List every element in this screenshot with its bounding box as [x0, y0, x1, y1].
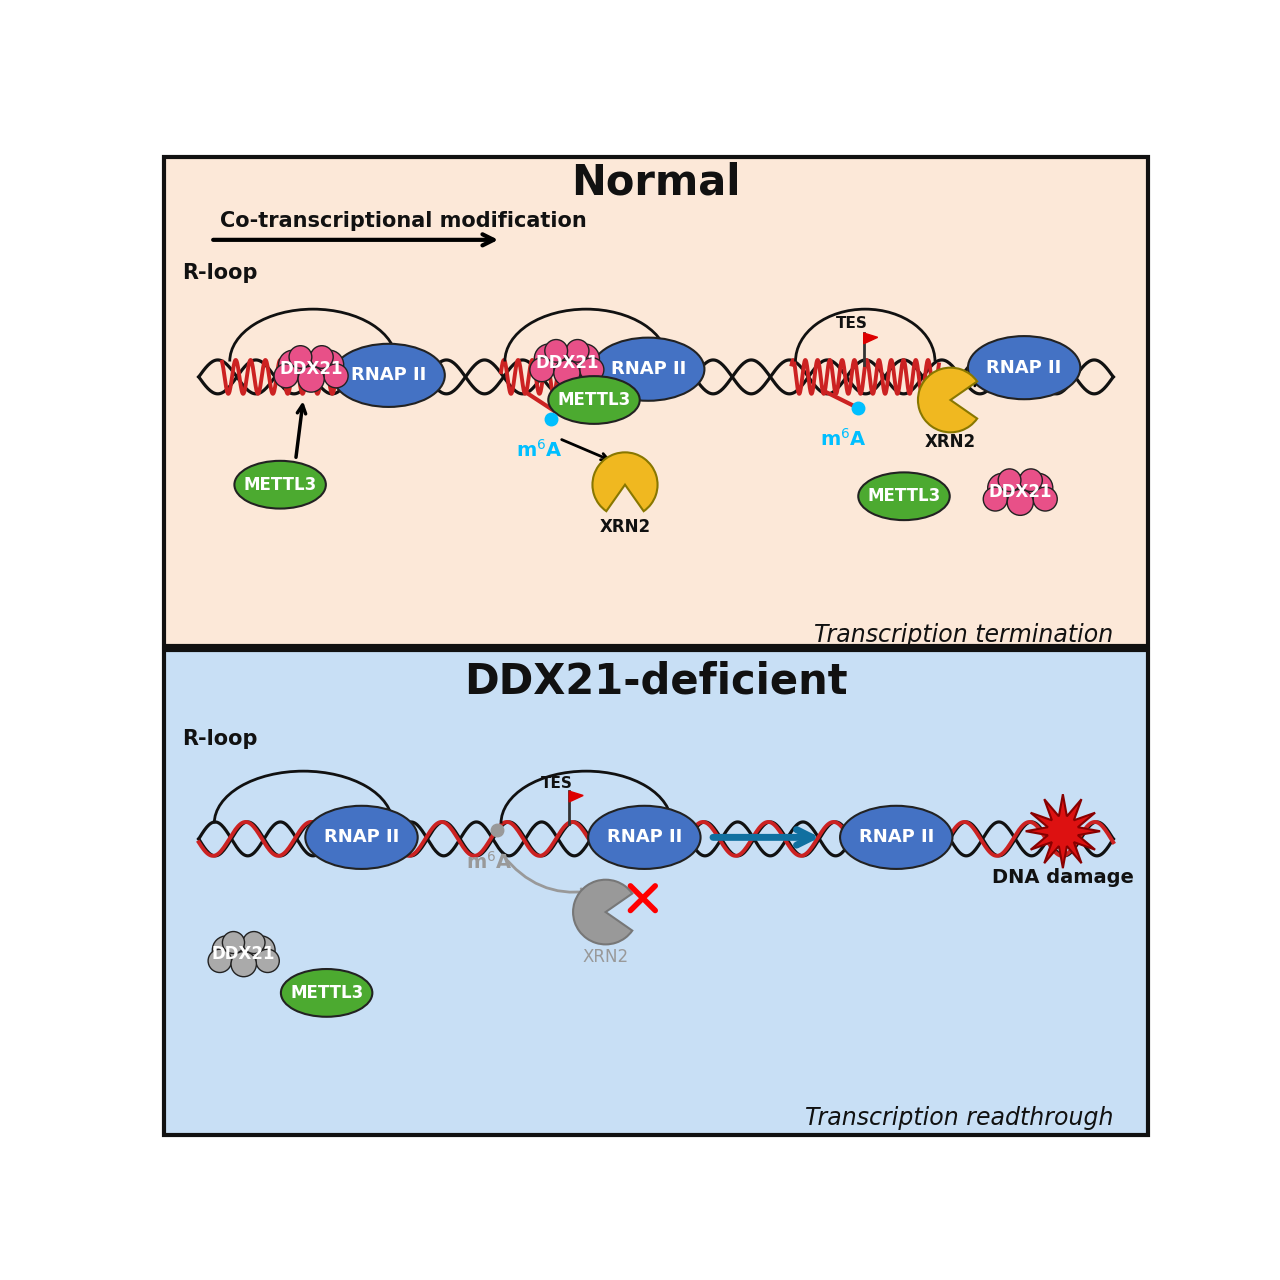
- Circle shape: [311, 346, 333, 369]
- Text: Normal: Normal: [571, 161, 741, 204]
- Text: RNAP II: RNAP II: [987, 358, 1061, 376]
- Circle shape: [530, 357, 554, 381]
- Wedge shape: [593, 452, 658, 511]
- Circle shape: [324, 364, 348, 388]
- Circle shape: [230, 951, 256, 977]
- Circle shape: [289, 346, 312, 369]
- Text: RNAP II: RNAP II: [607, 828, 682, 846]
- Circle shape: [545, 339, 567, 362]
- Text: Co-transcriptional modification: Co-transcriptional modification: [220, 211, 588, 232]
- Circle shape: [1020, 468, 1042, 492]
- Text: Transcription termination: Transcription termination: [814, 623, 1114, 646]
- Circle shape: [566, 339, 589, 362]
- Text: TES: TES: [541, 776, 572, 791]
- Circle shape: [227, 937, 261, 972]
- Ellipse shape: [234, 461, 326, 508]
- Circle shape: [1033, 488, 1057, 511]
- Text: RNAP II: RNAP II: [859, 828, 934, 846]
- Text: m$^6$A: m$^6$A: [516, 439, 563, 461]
- Circle shape: [1023, 474, 1053, 503]
- Circle shape: [314, 351, 344, 379]
- Ellipse shape: [593, 338, 704, 401]
- Text: TES: TES: [836, 315, 868, 330]
- Text: METTL3: METTL3: [557, 390, 631, 410]
- Ellipse shape: [306, 806, 417, 869]
- Text: DDX21: DDX21: [212, 946, 275, 964]
- Ellipse shape: [280, 969, 372, 1016]
- Ellipse shape: [840, 806, 952, 869]
- Text: DNA damage: DNA damage: [992, 868, 1134, 887]
- Circle shape: [570, 344, 599, 374]
- FancyBboxPatch shape: [164, 650, 1148, 1135]
- Polygon shape: [1025, 794, 1100, 868]
- Circle shape: [223, 932, 244, 954]
- Circle shape: [256, 950, 279, 973]
- Ellipse shape: [548, 376, 640, 424]
- Text: XRN2: XRN2: [925, 434, 977, 452]
- Text: R-loop: R-loop: [182, 262, 257, 283]
- Circle shape: [247, 936, 275, 964]
- Text: m$^6$A: m$^6$A: [820, 428, 867, 449]
- Circle shape: [274, 364, 298, 388]
- Circle shape: [298, 366, 324, 392]
- Polygon shape: [570, 791, 584, 803]
- Circle shape: [988, 474, 1018, 503]
- Polygon shape: [864, 333, 878, 344]
- Ellipse shape: [333, 344, 445, 407]
- Circle shape: [998, 468, 1021, 492]
- Text: RNAP II: RNAP II: [351, 366, 426, 384]
- Circle shape: [1002, 475, 1038, 509]
- Text: R-loop: R-loop: [182, 728, 257, 749]
- Wedge shape: [918, 367, 977, 433]
- Circle shape: [983, 488, 1007, 511]
- Text: RNAP II: RNAP II: [324, 828, 399, 846]
- Circle shape: [580, 357, 604, 381]
- Text: DDX21-deficient: DDX21-deficient: [465, 660, 847, 701]
- Text: DDX21: DDX21: [535, 355, 599, 372]
- Circle shape: [1007, 489, 1033, 516]
- Ellipse shape: [589, 806, 700, 869]
- Ellipse shape: [859, 472, 950, 520]
- Text: DDX21: DDX21: [988, 484, 1052, 502]
- Text: Transcription readthrough: Transcription readthrough: [805, 1106, 1114, 1130]
- Text: METTL3: METTL3: [291, 984, 364, 1002]
- Wedge shape: [573, 879, 632, 945]
- Circle shape: [534, 344, 563, 374]
- Text: XRN2: XRN2: [582, 947, 628, 965]
- Text: RNAP II: RNAP II: [611, 360, 686, 378]
- Circle shape: [209, 950, 232, 973]
- Ellipse shape: [968, 337, 1080, 399]
- Circle shape: [293, 352, 329, 387]
- Circle shape: [554, 360, 580, 387]
- Text: XRN2: XRN2: [599, 518, 650, 536]
- Circle shape: [549, 346, 585, 380]
- FancyBboxPatch shape: [164, 157, 1148, 646]
- Circle shape: [279, 351, 308, 379]
- Text: METTL3: METTL3: [868, 488, 941, 506]
- Circle shape: [243, 932, 265, 954]
- Text: DDX21: DDX21: [279, 360, 343, 378]
- Text: m$^6$A: m$^6$A: [466, 851, 513, 873]
- Circle shape: [212, 936, 241, 964]
- Text: METTL3: METTL3: [243, 476, 316, 494]
